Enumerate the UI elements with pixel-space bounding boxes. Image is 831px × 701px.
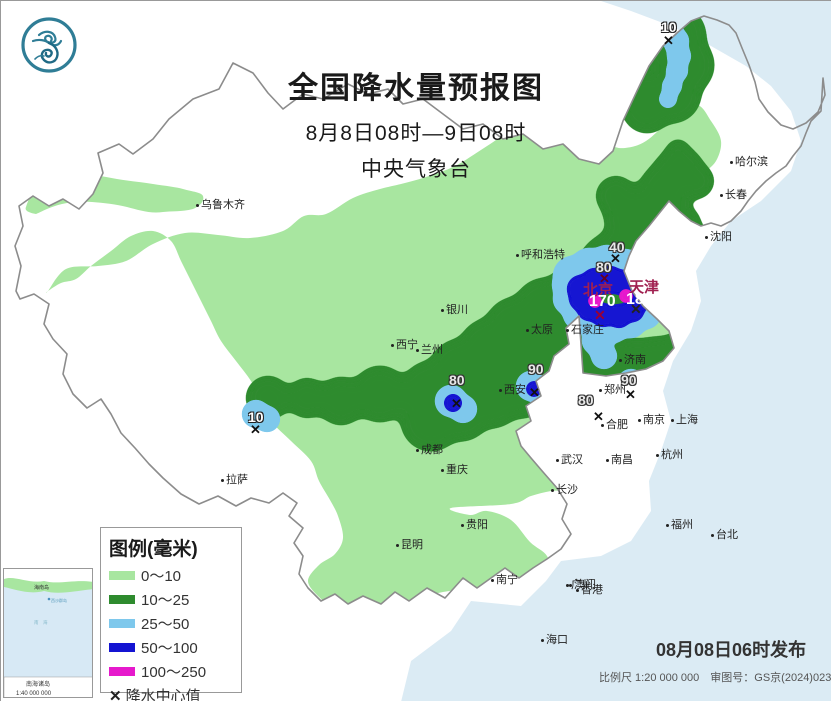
svg-text:海南岛: 海南岛 [34, 584, 49, 591]
svg-text:1:40 000 000: 1:40 000 000 [16, 691, 52, 697]
svg-text:西沙群岛: 西沙群岛 [51, 597, 67, 603]
svg-text:南海诸岛: 南海诸岛 [26, 680, 50, 688]
svg-text:南 海: 南 海 [34, 619, 48, 626]
